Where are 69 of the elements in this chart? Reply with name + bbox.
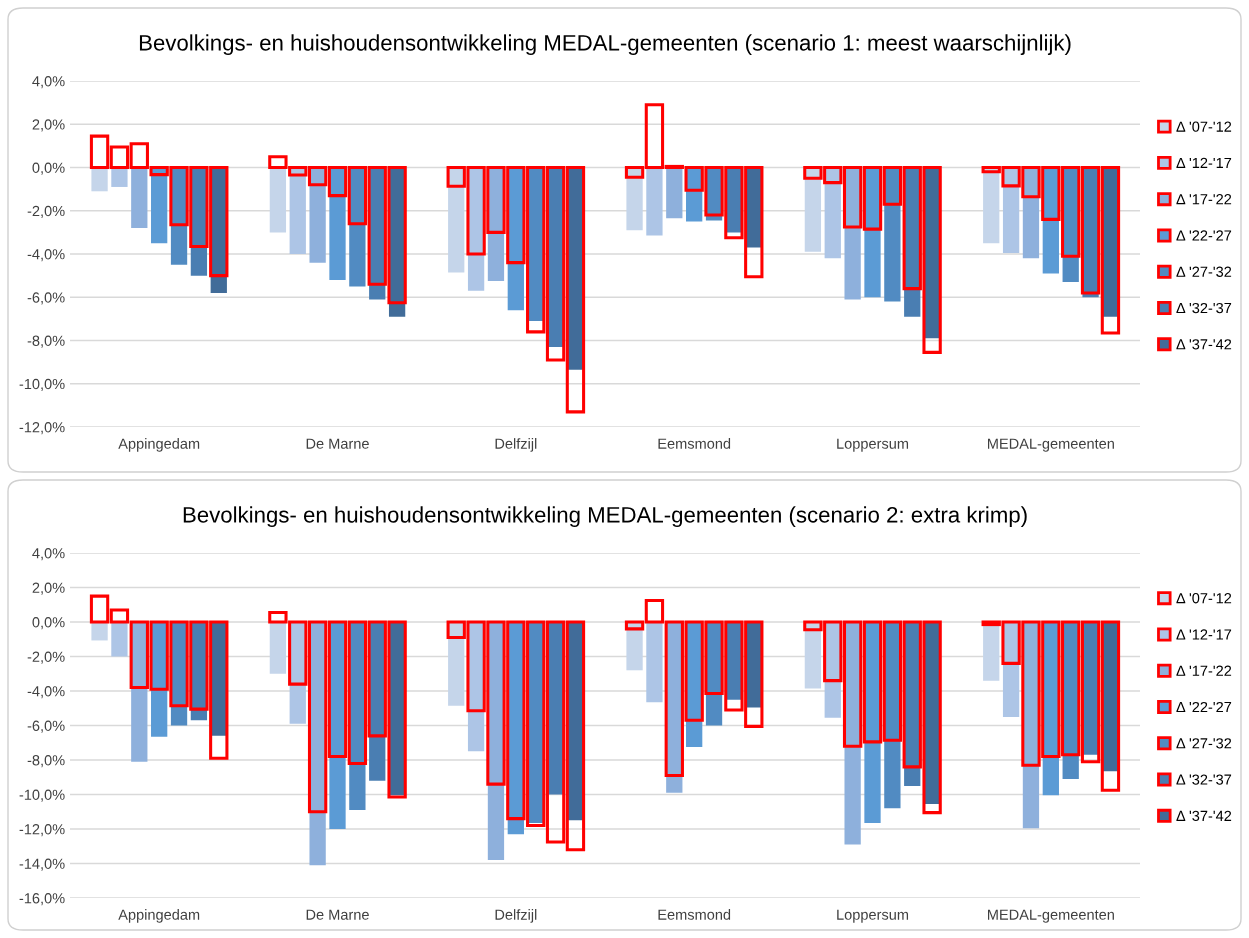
y-tick-label: 2,0% [32, 582, 65, 595]
y-tick-label: -10,0% [19, 378, 65, 391]
y-tick-label: -4,0% [27, 686, 65, 699]
bar [448, 622, 465, 706]
bar [111, 167, 128, 187]
legend-label: Δ '07-'12 [1176, 121, 1232, 132]
x-tick-label: MEDAL-gemeenten [988, 909, 1114, 923]
legend-label: Δ '32-'37 [1176, 774, 1232, 785]
y-tick-label: -14,0% [19, 858, 65, 871]
legend-label: Δ '22-'27 [1176, 701, 1232, 713]
x-tick-label: Delfzijl [495, 909, 537, 923]
y-tick-label: -2,0% [27, 205, 65, 218]
bar [448, 167, 465, 273]
y-tick-label: 2,0% [32, 119, 65, 132]
legend-label: Δ '12-'17 [1176, 157, 1232, 168]
x-tick-label: Loppersum [837, 438, 909, 452]
x-tick-label: Appingedam [118, 909, 200, 923]
y-tick-label: -8,0% [27, 755, 65, 768]
bar [884, 167, 901, 302]
chart-title: Bevolkings- en huishoudensontwikkeling MEDAL-gemeenten (scenario 1: meest waarschijnlijk) [139, 34, 1071, 56]
legend-label: Δ '37-'42 [1176, 810, 1232, 822]
bar [269, 622, 287, 674]
legend-label: Δ '32-'37 [1176, 302, 1232, 314]
legend-label: Δ '27-'32 [1176, 266, 1232, 277]
bar [131, 167, 148, 229]
y-tick-label: -10,0% [19, 789, 65, 802]
x-tick-label: Loppersum [837, 909, 909, 923]
y-tick-label: -6,0% [27, 292, 65, 305]
y-tick-label: -6,0% [27, 720, 65, 733]
legend-label: Δ '27-'32 [1176, 738, 1232, 749]
x-tick-label: Eemsmond [658, 909, 731, 920]
bar [646, 167, 663, 236]
legend-label: Δ '37-'42 [1176, 339, 1232, 350]
y-tick-label: -2,0% [27, 651, 65, 664]
bar [289, 167, 306, 254]
bar [646, 622, 663, 703]
chart-title: Bevolkings- en huishoudensontwikkeling MEDAL-gemeenten (scenario 2: extra krimp) [183, 506, 1027, 528]
y-tick-label: -12,0% [19, 422, 65, 435]
x-tick-label: Eemsmond [658, 438, 731, 449]
bar [329, 167, 346, 280]
bar [626, 167, 643, 231]
bar [111, 622, 128, 657]
bar [666, 167, 683, 219]
legend-label: Δ '17-'22 [1176, 665, 1232, 676]
x-tick-label: De Marne [306, 438, 369, 449]
bar [1002, 167, 1020, 253]
y-tick-label: -12,0% [19, 824, 65, 837]
y-tick-label: -4,0% [27, 249, 65, 262]
bar [91, 167, 108, 192]
bar [309, 167, 326, 263]
y-tick-label: 4,0% [32, 548, 65, 561]
x-tick-label: De Marne [306, 909, 369, 920]
x-tick-label: Appingedam [118, 438, 200, 452]
y-tick-label: 4,0% [32, 76, 65, 89]
y-tick-label: 0,0% [32, 617, 65, 630]
x-tick-label: MEDAL-gemeenten [988, 438, 1114, 452]
legend-label: Δ '07-'12 [1176, 593, 1232, 604]
bar [151, 167, 168, 244]
legend-label: Δ '12-'17 [1176, 629, 1232, 640]
y-tick-label: 0,0% [32, 162, 65, 175]
bar [824, 167, 841, 259]
y-tick-label: -8,0% [27, 335, 65, 348]
bar [804, 167, 822, 252]
legend-label: Δ '17-'22 [1176, 194, 1232, 205]
y-tick-label: -16,0% [19, 893, 65, 906]
bar [269, 167, 287, 233]
x-tick-label: Delfzijl [495, 438, 537, 452]
bar [983, 167, 1000, 244]
legend-label: Δ '22-'27 [1176, 230, 1232, 241]
